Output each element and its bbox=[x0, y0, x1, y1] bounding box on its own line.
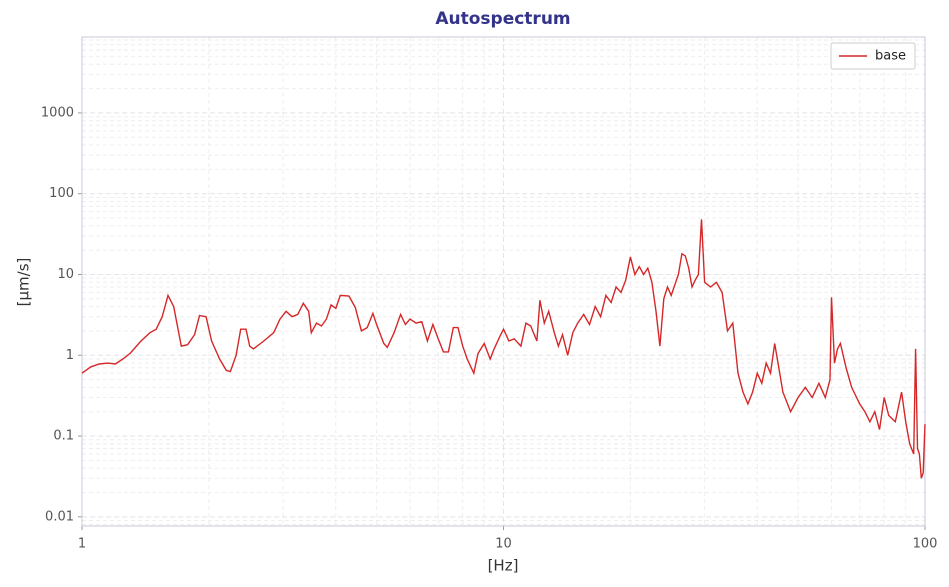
y-tick-label: 0.01 bbox=[45, 509, 74, 524]
y-axis-label: [µm/s] bbox=[15, 258, 33, 307]
legend: base bbox=[830, 42, 916, 70]
plot-frame bbox=[81, 36, 926, 527]
x-tick-label: 1 bbox=[78, 537, 86, 552]
x-tick-label: 100 bbox=[913, 537, 938, 552]
legend-label: base bbox=[875, 49, 906, 64]
y-tick-label: 10 bbox=[57, 267, 74, 282]
y-tick-label: 1000 bbox=[41, 105, 74, 120]
x-axis-label: [Hz] bbox=[488, 557, 519, 575]
chart-title: Autospectrum bbox=[435, 9, 570, 29]
y-tick-label: 100 bbox=[49, 186, 74, 201]
x-tick-label: 10 bbox=[495, 537, 512, 552]
line-series bbox=[81, 219, 926, 479]
legend-box bbox=[830, 42, 916, 70]
y-tick-label: 1 bbox=[66, 348, 74, 363]
y-tick-label: 0.1 bbox=[53, 429, 74, 444]
